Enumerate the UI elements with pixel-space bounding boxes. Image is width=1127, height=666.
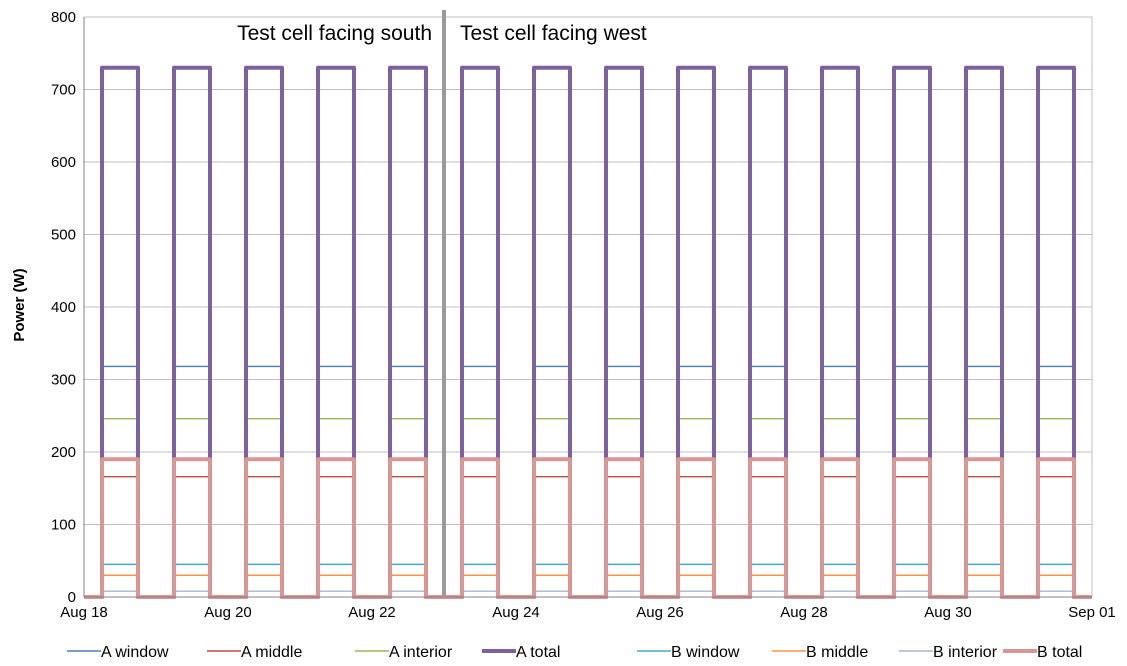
legend-label: B total (1037, 644, 1082, 661)
legend-label: B window (671, 644, 740, 661)
series-line-b-window (84, 563, 1092, 598)
y-tick-label: 300 (51, 372, 76, 389)
x-tick-label: Aug 22 (348, 604, 396, 621)
y-tick-label: 100 (51, 517, 76, 534)
series-line-b-middle (84, 574, 1092, 598)
annotation-right: Test cell facing west (460, 22, 647, 45)
y-axis-label: Power (W) (11, 268, 28, 341)
annotations: Test cell facing south Test cell facing w… (237, 22, 647, 45)
y-tick-label: 400 (51, 299, 76, 316)
x-tick-label: Aug 26 (636, 604, 684, 621)
gridlines (84, 16, 1093, 598)
legend-label: B middle (806, 644, 868, 661)
y-tick-label: 600 (51, 154, 76, 171)
x-tick-label: Sep 01 (1068, 604, 1116, 621)
series-line-a-interior (84, 417, 1092, 598)
series-line-b-total (84, 457, 1092, 599)
series-lines (84, 65, 1092, 599)
legend-label: A window (101, 644, 169, 661)
x-tick-labels: Aug 18 Aug 20 Aug 22 Aug 24 Aug 26 Aug 28 Aug … (60, 604, 1116, 621)
x-tick-label: Aug 20 (204, 604, 252, 621)
y-tick-label: 800 (51, 9, 76, 26)
y-tick-label: 500 (51, 227, 76, 244)
series-line-a-window (84, 365, 1092, 598)
legend-label: A interior (389, 644, 453, 661)
legend: A window A middle A interior A total B windo… (67, 644, 1082, 661)
axes (83, 10, 1092, 598)
legend-label: A middle (241, 644, 302, 661)
series-line-a-middle (84, 475, 1092, 598)
x-tick-label: Aug 30 (924, 604, 972, 621)
annotation-left: Test cell facing south (237, 22, 432, 45)
legend-label: A total (516, 644, 560, 661)
x-tick-label: Aug 18 (60, 604, 108, 621)
y-tick-label: 700 (51, 82, 76, 99)
y-tick-labels: 0 100 200 300 400 500 600 700 800 (51, 9, 76, 606)
x-tick-label: Aug 28 (780, 604, 828, 621)
x-tick-label: Aug 24 (492, 604, 540, 621)
y-tick-label: 0 (68, 589, 76, 606)
y-tick-label: 200 (51, 444, 76, 461)
legend-label: B interior (933, 644, 998, 661)
series-line-a-total (84, 65, 1092, 599)
